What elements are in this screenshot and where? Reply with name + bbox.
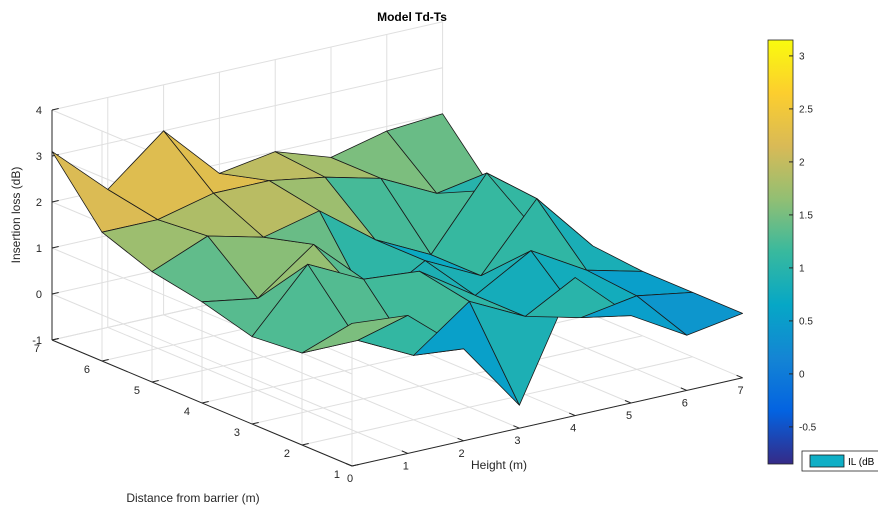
x-tick-label: 2 <box>459 448 465 460</box>
y-tick-mark <box>301 443 309 446</box>
axis-layer <box>51 108 743 467</box>
y-tick-mark <box>251 422 259 425</box>
y-tick-label: 1 <box>334 469 340 481</box>
y-tick-label: 7 <box>34 343 40 355</box>
colorbar-tick-label: 1.5 <box>799 210 813 221</box>
y-axis-label: Distance from barrier (m) <box>126 491 259 505</box>
y-tick-mark <box>151 380 159 383</box>
x-tick-label: 3 <box>514 435 520 447</box>
x-tick-mark <box>401 450 408 454</box>
y-tick-mark <box>101 359 109 362</box>
z-tick-mark <box>51 338 59 341</box>
x-tick-mark <box>457 437 464 442</box>
legend-swatch <box>809 454 845 468</box>
back-wall-grid-line-z <box>51 21 443 111</box>
z-tick-mark <box>51 108 59 111</box>
z-tick-label: 2 <box>36 197 42 209</box>
x-axis-line <box>351 377 743 467</box>
x-tick-mark <box>624 400 632 404</box>
colorbar-tick-label: 2 <box>799 157 805 168</box>
x-tick-label: 0 <box>347 473 353 485</box>
colorbar-tick-label: 1 <box>799 263 805 274</box>
y-tick-label: 2 <box>284 448 290 460</box>
y-tick-label: 5 <box>134 385 140 397</box>
surface-face <box>636 291 743 336</box>
z-tick-label: 3 <box>36 151 42 163</box>
left-wall-grid-line-z <box>51 293 353 421</box>
z-tick-mark <box>51 246 59 249</box>
z-tick-label: -1 <box>32 335 42 347</box>
legend-entry-label: IL (dB <box>848 457 875 468</box>
x-tick-mark <box>513 425 520 429</box>
y-tick-label: 4 <box>184 406 190 418</box>
z-axis-label: Insertion loss (dB) <box>9 167 23 264</box>
x-tick-label: 7 <box>738 385 744 397</box>
floor-grid-line-y <box>301 356 693 446</box>
z-tick-label: 1 <box>36 243 42 255</box>
colorbar: 3 2.5 2 1.5 1 0.5 0 -0.5 <box>767 39 817 465</box>
colorbar-tick-label: 3 <box>799 51 805 62</box>
x-tick-mark <box>736 374 743 379</box>
floor-grid-line-y <box>251 335 643 425</box>
legend: IL (dB <box>801 450 878 472</box>
colorbar-tick-label: 0 <box>799 369 805 380</box>
colorbar-tick-label: 0.5 <box>799 316 813 327</box>
colorbar-tick-label: -0.5 <box>799 422 817 433</box>
y-tick-mark <box>201 401 209 404</box>
x-tick-mark <box>680 387 687 391</box>
back-wall-grid-line-z <box>51 67 443 157</box>
colorbar-gradient <box>767 39 794 465</box>
colorbar-tick-label: 2.5 <box>799 104 813 115</box>
x-tick-label: 5 <box>626 410 632 422</box>
y-tick-label: 6 <box>84 364 90 376</box>
chart-title: Model Td-Ts <box>377 10 447 24</box>
z-tick-label: 0 <box>36 289 42 301</box>
y-tick-label: 3 <box>234 427 240 439</box>
z-tick-mark <box>51 292 59 295</box>
x-axis-label: Height (m) <box>471 458 527 472</box>
x-tick-label: 4 <box>570 423 576 435</box>
x-tick-label: 6 <box>682 397 688 409</box>
surface-plot <box>51 113 743 406</box>
colorbar-ticks: 3 2.5 2 1.5 1 0.5 0 -0.5 <box>789 51 817 433</box>
z-tick-label: 4 <box>36 105 42 117</box>
x-tick-mark <box>569 412 576 417</box>
z-tick-mark <box>51 200 59 203</box>
y-tick-mark <box>351 464 359 467</box>
x-tick-label: 1 <box>403 460 409 472</box>
x-tick-mark <box>345 463 353 467</box>
